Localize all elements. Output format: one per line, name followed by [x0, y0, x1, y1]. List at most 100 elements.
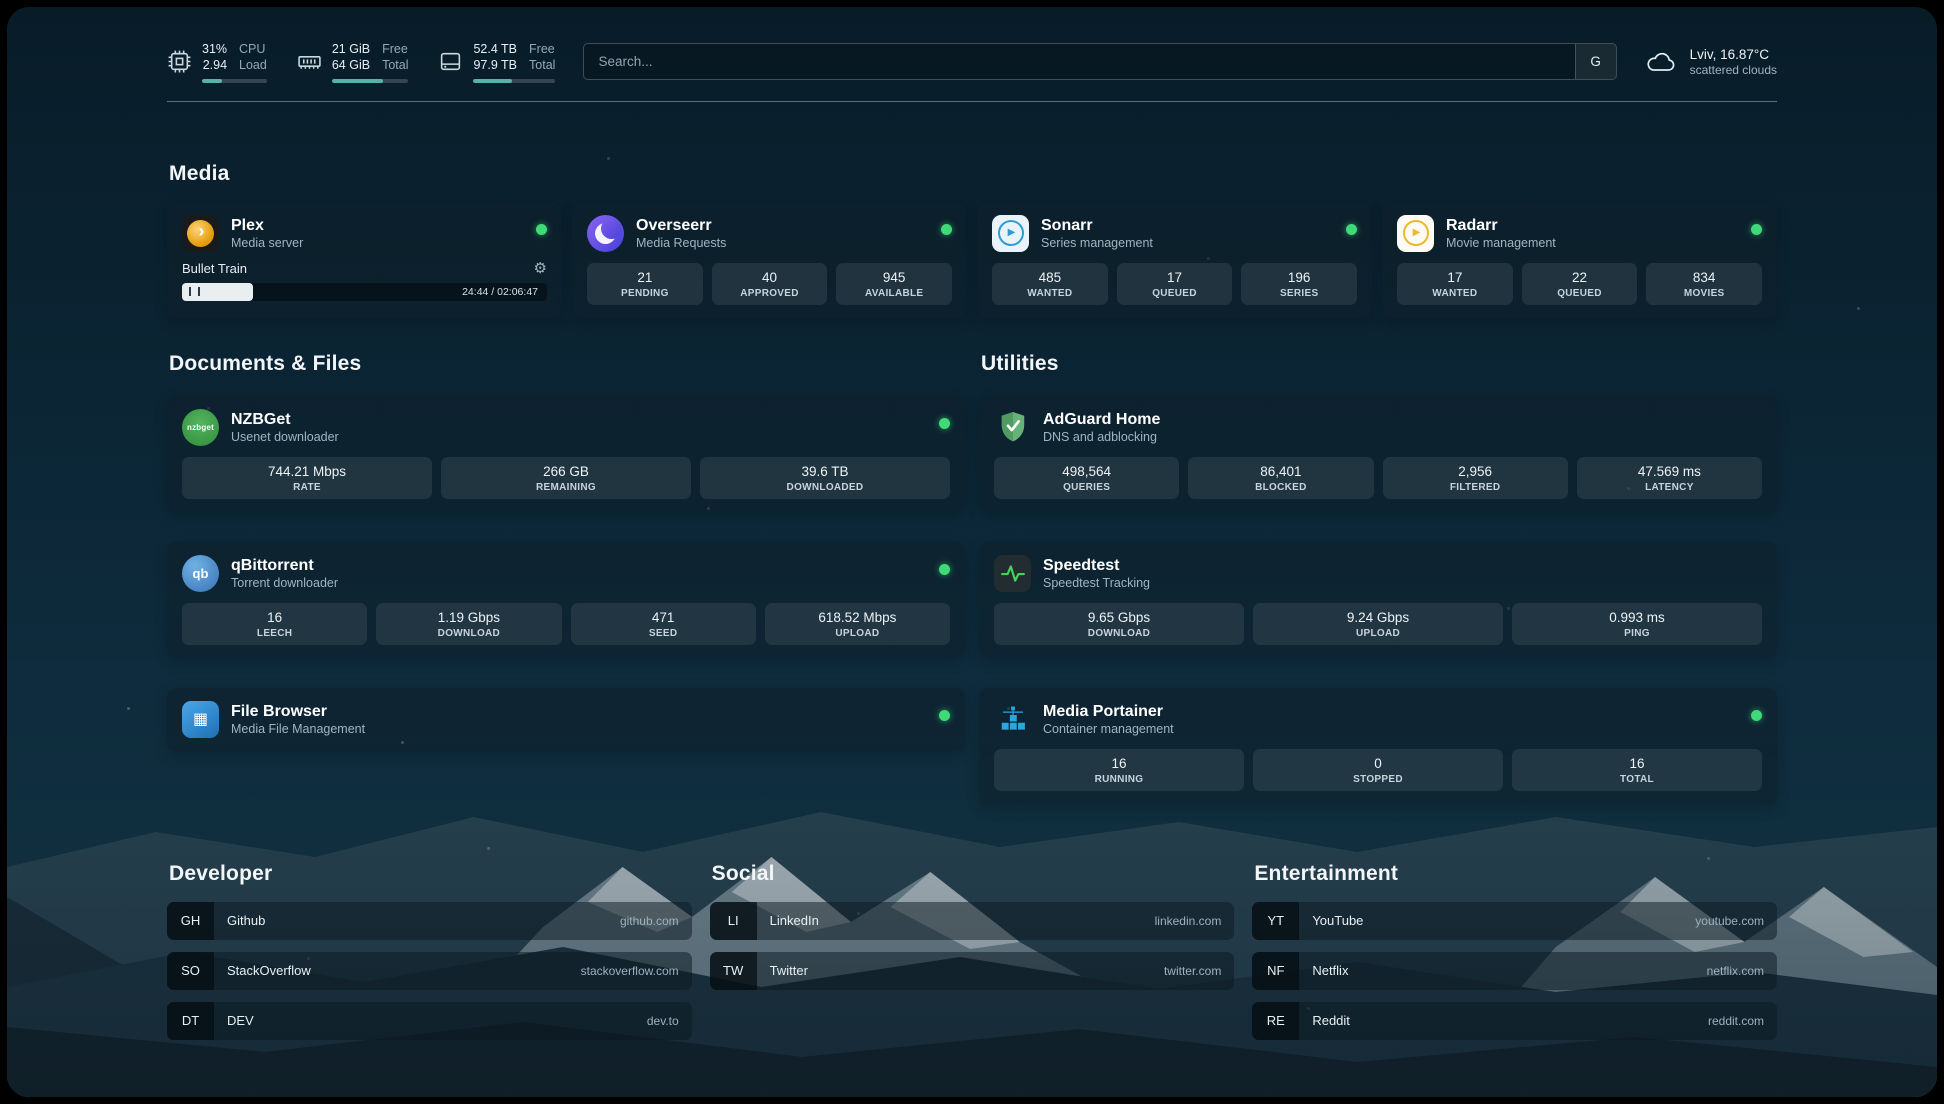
now-playing-title: Bullet Train	[182, 260, 248, 276]
stat-download: 1.19 Gbps DOWNLOAD	[376, 602, 562, 645]
stat-label: STOPPED	[1353, 773, 1403, 785]
bookmark-dev[interactable]: DT DEV dev.to	[167, 1001, 692, 1040]
sonarr-card[interactable]: ▶ Sonarr Series management 485 WANTED	[977, 201, 1372, 318]
bookmark-github[interactable]: GH Github github.com	[167, 901, 692, 940]
service-subtitle: Movie management	[1446, 236, 1556, 251]
stat-label: DOWNLOADED	[786, 481, 864, 493]
pause-icon[interactable]	[189, 287, 200, 296]
bookmark-domain: github.com	[619, 913, 679, 928]
stat-value: 22	[1571, 269, 1588, 285]
bookmark-name: Twitter	[769, 963, 808, 978]
memory-free-value: 21 GiB	[331, 42, 371, 56]
search-provider-button[interactable]: G	[1574, 44, 1616, 80]
bookmark-abbr: SO	[167, 951, 214, 990]
bookmark-netflix[interactable]: NF Netflix netflix.com	[1252, 951, 1777, 990]
stat-download: 9.65 Gbps DOWNLOAD	[994, 602, 1244, 645]
homepage-dashboard: 31% CPU 2.94 Load	[7, 7, 1937, 1097]
stat-value: 498,564	[1062, 463, 1112, 479]
overseerr-card[interactable]: Overseerr Media Requests 21 PENDING 40 A…	[572, 201, 967, 318]
stat-label: APPROVED	[740, 287, 799, 299]
bookmark-reddit[interactable]: RE Reddit reddit.com	[1252, 1001, 1777, 1040]
bookmark-abbr: DT	[167, 1001, 214, 1040]
stat-value: 16	[1629, 755, 1645, 771]
qbittorrent-icon-label: qb	[192, 565, 209, 581]
filebrowser-card[interactable]: ▦ File Browser Media File Management	[167, 687, 965, 751]
bookmark-name: LinkedIn	[769, 913, 819, 928]
developer-heading: Developer	[169, 861, 273, 885]
filebrowser-glyph: ▦	[192, 711, 209, 728]
service-name: Sonarr	[1041, 216, 1093, 234]
bookmark-domain: netflix.com	[1706, 963, 1764, 978]
disk-total-value: 97.9 TB	[473, 58, 518, 73]
adguard-card[interactable]: AdGuard Home DNS and adblocking 498,564 …	[979, 395, 1777, 512]
stat-label: RATE	[293, 481, 321, 493]
stat-label: FILTERED	[1449, 481, 1501, 493]
stat-label: REMAINING	[536, 481, 596, 493]
social-bookmarks: Social LI LinkedIn linkedin.com TW Twitt…	[709, 862, 1235, 1052]
speedtest-icon	[994, 554, 1031, 592]
bookmark-domain: reddit.com	[1707, 1013, 1764, 1028]
qbittorrent-card[interactable]: qb qBittorrent Torrent downloader 16 LEE…	[167, 541, 965, 658]
snow-particles	[7, 7, 10, 10]
stat-label: QUEUED	[1557, 287, 1602, 299]
stat-value: 196	[1287, 269, 1311, 285]
bookmark-stackoverflow[interactable]: SO StackOverflow stackoverflow.com	[167, 951, 692, 990]
cpu-bar	[202, 78, 267, 83]
memory-bar-fill	[331, 78, 384, 83]
service-name: Speedtest	[1043, 556, 1120, 574]
service-subtitle: Media server	[231, 236, 304, 251]
plex-icon: ›	[182, 214, 219, 252]
cpu-widget: 31% CPU 2.94 Load	[167, 41, 267, 83]
stat-label: QUERIES	[1063, 481, 1111, 493]
stat-total: 16 TOTAL	[1512, 748, 1762, 791]
portainer-card[interactable]: Media Portainer Container management 16 …	[979, 687, 1777, 804]
stat-label: QUEUED	[1152, 287, 1197, 299]
service-name: File Browser	[231, 702, 328, 720]
documents-files-section: Documents & Files nzbget NZBGet Usenet d…	[167, 352, 965, 804]
stat-rate: 744.21 Mbps RATE	[182, 456, 432, 499]
bookmark-twitter[interactable]: TW Twitter twitter.com	[709, 951, 1235, 990]
stat-label: WANTED	[1432, 287, 1478, 299]
stat-value: 266 GB	[543, 463, 589, 479]
bookmark-youtube[interactable]: YT YouTube youtube.com	[1252, 901, 1777, 940]
radarr-card[interactable]: ▶ Radarr Movie management 17 WANTED	[1382, 201, 1777, 318]
plex-now-playing: Bullet Train ⚙ 24:44 / 02:06:47	[182, 261, 547, 301]
gear-icon[interactable]: ⚙	[533, 259, 547, 277]
weather-widget: Lviv, 16.87°C scattered clouds	[1643, 47, 1777, 77]
utilities-heading: Utilities	[981, 351, 1059, 375]
adguard-icon	[994, 409, 1031, 446]
progress-track	[182, 282, 547, 301]
plex-card[interactable]: › Plex Media server Bullet Train ⚙	[167, 201, 562, 318]
play-icon: ▶	[1412, 227, 1421, 238]
service-subtitle: Container management	[1043, 722, 1174, 737]
overseerr-swirl-cut	[601, 217, 622, 239]
disk-icon	[441, 53, 461, 71]
cpu-readout: 31% CPU 2.94 Load	[202, 41, 267, 83]
memory-free-label: Free	[382, 42, 408, 56]
stat-value: 39.6 TB	[801, 463, 849, 479]
stat-value: 618.52 Mbps	[818, 609, 897, 625]
radarr-ring: ▶	[1402, 220, 1429, 246]
topbar-divider	[167, 100, 1777, 102]
stat-label: RUNNING	[1094, 773, 1144, 785]
nzbget-card[interactable]: nzbget NZBGet Usenet downloader 744.21 M…	[167, 395, 965, 512]
cpu-percent: 31%	[202, 42, 228, 56]
stat-series: 196 SERIES	[1241, 262, 1358, 305]
weather-location: Lviv, 16.87°C	[1689, 46, 1770, 62]
bookmark-domain: linkedin.com	[1154, 913, 1222, 928]
stat-approved: 40 APPROVED	[711, 262, 828, 305]
portainer-icon	[994, 701, 1031, 738]
service-meta: File Browser Media File Management	[231, 702, 365, 736]
cpu-label: CPU	[239, 42, 266, 56]
speedtest-card[interactable]: Speedtest Speedtest Tracking 9.65 Gbps D…	[979, 541, 1777, 658]
bookmark-linkedin[interactable]: LI LinkedIn linkedin.com	[709, 901, 1235, 940]
status-dot	[536, 223, 547, 235]
stat-label: WANTED	[1027, 287, 1073, 299]
search-input[interactable]	[583, 43, 1617, 81]
memory-total-value: 64 GiB	[331, 58, 371, 73]
stat-label: DOWNLOAD	[437, 627, 501, 639]
status-dot	[941, 223, 952, 235]
nzbget-icon: nzbget	[182, 408, 219, 446]
stat-label: UPLOAD	[835, 627, 880, 639]
